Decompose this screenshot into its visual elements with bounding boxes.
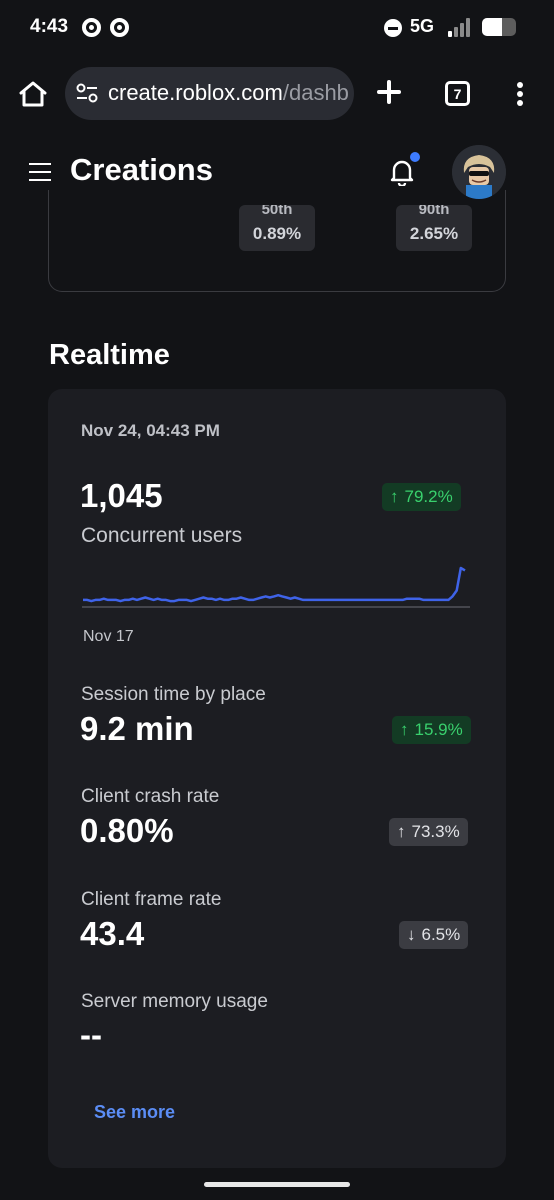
delta-value: 73.3% [411,822,460,841]
do-not-disturb-icon [384,19,402,37]
address-bar[interactable] [65,67,354,120]
delta-value: 6.5% [421,925,461,944]
realtime-card [48,389,506,1168]
notification-ring-icon [110,18,129,37]
url-text[interactable]: create.roblox.com/dashb [108,80,348,110]
more-options-icon[interactable] [517,82,523,106]
sparkline-start-date: Nov 17 [83,628,134,645]
percentile-value: 0.89% [252,224,302,243]
metric-value: 9.2 min [80,710,194,747]
previous-card [48,190,506,292]
arrow-up-icon: ↑ [400,720,409,739]
new-tab-icon[interactable] [377,80,401,104]
status-time: 4:43 [30,16,69,37]
delta-value: 15.9% [414,720,463,739]
url-host: create.roblox.com [108,80,283,105]
network-type: 5G [410,16,435,36]
metric-value: 43.4 [80,915,145,952]
arrow-up-icon: ↑ [397,822,406,841]
metric-delta-badge: ↓ 6.5% [399,921,469,949]
percentile-chip: 90th 2.65% [396,205,472,251]
metric-label: Server memory usage [81,991,268,1012]
concurrent-users-delta-badge: ↑ 79.2% [382,483,461,511]
metric-label: Client frame rate [81,889,222,910]
gesture-home-indicator[interactable] [204,1182,350,1187]
realtime-timestamp: Nov 24, 04:43 PM [81,421,220,440]
hamburger-menu-icon[interactable] [29,163,51,181]
percentile-value: 2.65% [409,224,459,243]
section-title: Realtime [49,339,170,371]
notification-ring-icon [82,18,101,37]
percentile-label: 90th [418,205,450,218]
notification-badge [410,152,420,162]
delta-value: 79.2% [404,487,453,506]
tab-switcher-button[interactable]: 7 [445,81,470,106]
concurrent-users-value: 1,045 [80,477,163,514]
metric-delta-badge: ↑ 15.9% [392,716,471,744]
signal-icon [448,17,472,37]
percentile-chip: 50th 0.89% [239,205,315,251]
metric-delta-badge: ↑ 73.3% [389,818,468,846]
home-icon[interactable] [18,80,48,108]
metric-label: Session time by place [81,684,266,705]
arrow-up-icon: ↑ [390,487,399,506]
url-path: /dashb [282,80,348,105]
site-settings-icon[interactable] [76,83,98,103]
notification-bell-icon[interactable] [389,158,415,186]
sparkline-series [83,566,466,603]
percentile-label: 50th [261,205,293,218]
concurrent-users-label: Concurrent users [81,524,243,547]
battery-icon [482,18,516,36]
metric-label: Client crash rate [81,786,220,807]
page-title: Creations [70,152,213,187]
avatar-image [452,145,506,199]
concurrent-users-sparkline [82,566,470,608]
metric-value: -- [80,1016,102,1053]
metric-value: 0.80% [80,812,174,849]
arrow-down-icon: ↓ [407,925,416,944]
see-more-link[interactable]: See more [94,1102,176,1122]
avatar[interactable] [452,145,506,199]
